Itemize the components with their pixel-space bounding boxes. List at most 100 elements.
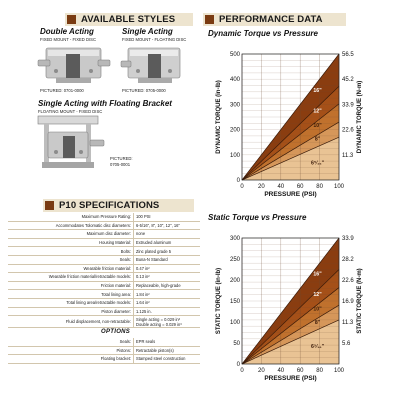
spec-label: Maximum Pressure Rating: [8,213,134,222]
plot-frame [241,237,340,365]
x-tick-label: 60 [297,184,304,190]
series-line [241,287,340,365]
available-styles-header: AVAILABLE STYLES [65,13,193,26]
y2-tick-label: 33.9 [342,102,354,108]
y-tick-label: 0 [237,178,241,184]
series-label: 10" [313,123,322,129]
static-torque-chart: 16"12"10"8"6⁵⁄₁₆"0501001502002503005.611… [216,236,363,382]
section-title: AVAILABLE STYLES [81,14,176,25]
spec-label: Seals: [8,255,134,265]
performance-data-header: PERFORMANCE DATA [203,13,346,26]
y-tick-label: 300 [230,236,241,242]
spec-label: Wearable friction material: [8,264,134,274]
series-label: 16" [313,272,322,278]
spec-value: Single acting = 0.029 in³ Double acting =… [133,315,200,329]
x-tick-label: 40 [277,184,284,190]
series-label: 8" [315,320,321,326]
x-tick-label: 80 [316,184,323,190]
section-marker [67,15,76,24]
series-label: 6⁵⁄₁₆" [311,344,325,350]
section-title: PERFORMANCE DATA [219,14,323,25]
series-line [241,103,340,181]
spec-label: Accommodates Tolomatic disc diameters: [8,221,134,231]
spec-label: Bolts: [8,246,134,256]
spec-value: 0.13 in² [133,272,200,282]
y-tick-label: 500 [230,52,241,58]
style-title-single-acting: Single Acting [122,27,173,36]
spec-value: Buna-N Standard [133,255,200,265]
spec-row: Seals: EPR seals [8,338,200,347]
y-tick-label: 300 [230,102,241,108]
x-tick-label: 0 [240,368,244,374]
y-axis-label: STATIC TORQUE (in-lb) [216,268,222,334]
spec-value: Stamped steel construction [133,354,200,364]
x-tick-label: 60 [297,368,304,374]
y2-axis-label: DYNAMIC TORQUE (N-m) [357,81,363,154]
spec-row: Housing Material: Extruded aluminum [8,238,200,248]
y2-tick-label: 45.2 [342,77,354,83]
series-label: 6⁵⁄₁₆" [311,160,325,166]
spec-value: 100 PSI [133,213,200,222]
options-table: Seals: EPR seals Pistons: Retractable pisto… [8,338,200,364]
series-label: 8" [315,137,321,143]
spec-value: 1.84 in² [133,289,200,299]
series-line [241,136,340,181]
spec-row: Wearable friction material/retractable m… [8,272,200,282]
spec-row: Maximum Pressure Rating: 100 PSI [8,213,200,222]
spec-label: Housing Material: [8,238,134,248]
spec-label: Friction material: [8,281,134,291]
style-subtitle: FLOATING MOUNT - FIXED DISC [38,109,103,114]
spec-row: Maximum disc diameter: none [8,229,200,239]
series-line [241,304,340,365]
y-tick-label: 50 [233,341,240,347]
spec-value-line: Double acting = 0.029 in³ [136,321,182,327]
style-subtitle: FIXED MOUNT - FIXED DISC [40,37,96,42]
spec-row: Total lining area/retractable models: 1.6… [8,298,200,308]
y2-tick-label: 16.9 [342,299,354,305]
series-label: 10" [313,307,322,313]
spec-value: Zinc plated grade 5 [133,246,200,256]
x-tick-label: 100 [334,184,345,190]
y2-tick-label: 33.9 [342,236,354,242]
plot-frame [241,53,340,181]
spec-row: Total lining area: 1.84 in² [8,289,200,299]
y-tick-label: 150 [230,299,241,305]
spec-label: Seals: [8,338,134,347]
style-title-floating-bracket: Single Acting with Floating Bracket [38,99,172,108]
spec-row: Piston diameter: 1.125 in. [8,307,200,317]
y2-tick-label: 28.2 [342,257,354,263]
spec-row: Seals: Buna-N Standard [8,255,200,265]
y-tick-label: 250 [230,257,241,263]
spec-value-line: Single acting = 0.029 in³ [136,316,181,322]
x-tick-label: 40 [277,368,284,374]
series-line [241,53,340,181]
caliper-floating-bracket-image [37,115,105,168]
y2-tick-label: 56.5 [342,52,354,58]
spec-label: Wearable friction material/retractable m… [8,272,134,282]
style-subtitle: FIXED MOUNT - FLOATING DISC [122,37,187,42]
pictured-part-number: PICTURED: 0705-0000 [122,88,166,93]
y2-axis-label: STATIC TORQUE (N-m) [357,268,363,333]
x-tick-label: 80 [316,368,323,374]
spec-label: Pistons: [8,346,134,356]
static-chart-title: Static Torque vs Pressure [208,213,307,222]
spec-value: 1.64 in² [133,298,200,308]
caliper-double-acting-image [37,47,111,83]
spec-label: Maximum disc diameter: [8,229,134,239]
dynamic-chart-title: Dynamic Torque vs Pressure [208,29,318,38]
y2-tick-label: 11.3 [342,320,354,326]
x-tick-label: 20 [258,184,265,190]
spec-value: 0.47 in² [133,264,200,274]
series-line [241,269,340,365]
section-marker [45,201,54,210]
series-label: 12" [313,292,322,298]
series-label: 12" [313,108,322,114]
spec-row: Floating bracket: Stamped steel construct… [8,354,200,364]
torque-band [242,319,339,364]
y-tick-label: 0 [237,362,241,368]
x-axis-label: PRESSURE (PSI) [264,191,316,198]
dynamic-torque-chart: 16"12"10"8"6⁵⁄₁₆"010020030040050011.322.… [216,52,363,198]
series-line [241,121,340,181]
spec-value: Replaceable, high-grade [133,281,200,291]
spec-row: Pistons: Retractable piston(s) [8,346,200,356]
